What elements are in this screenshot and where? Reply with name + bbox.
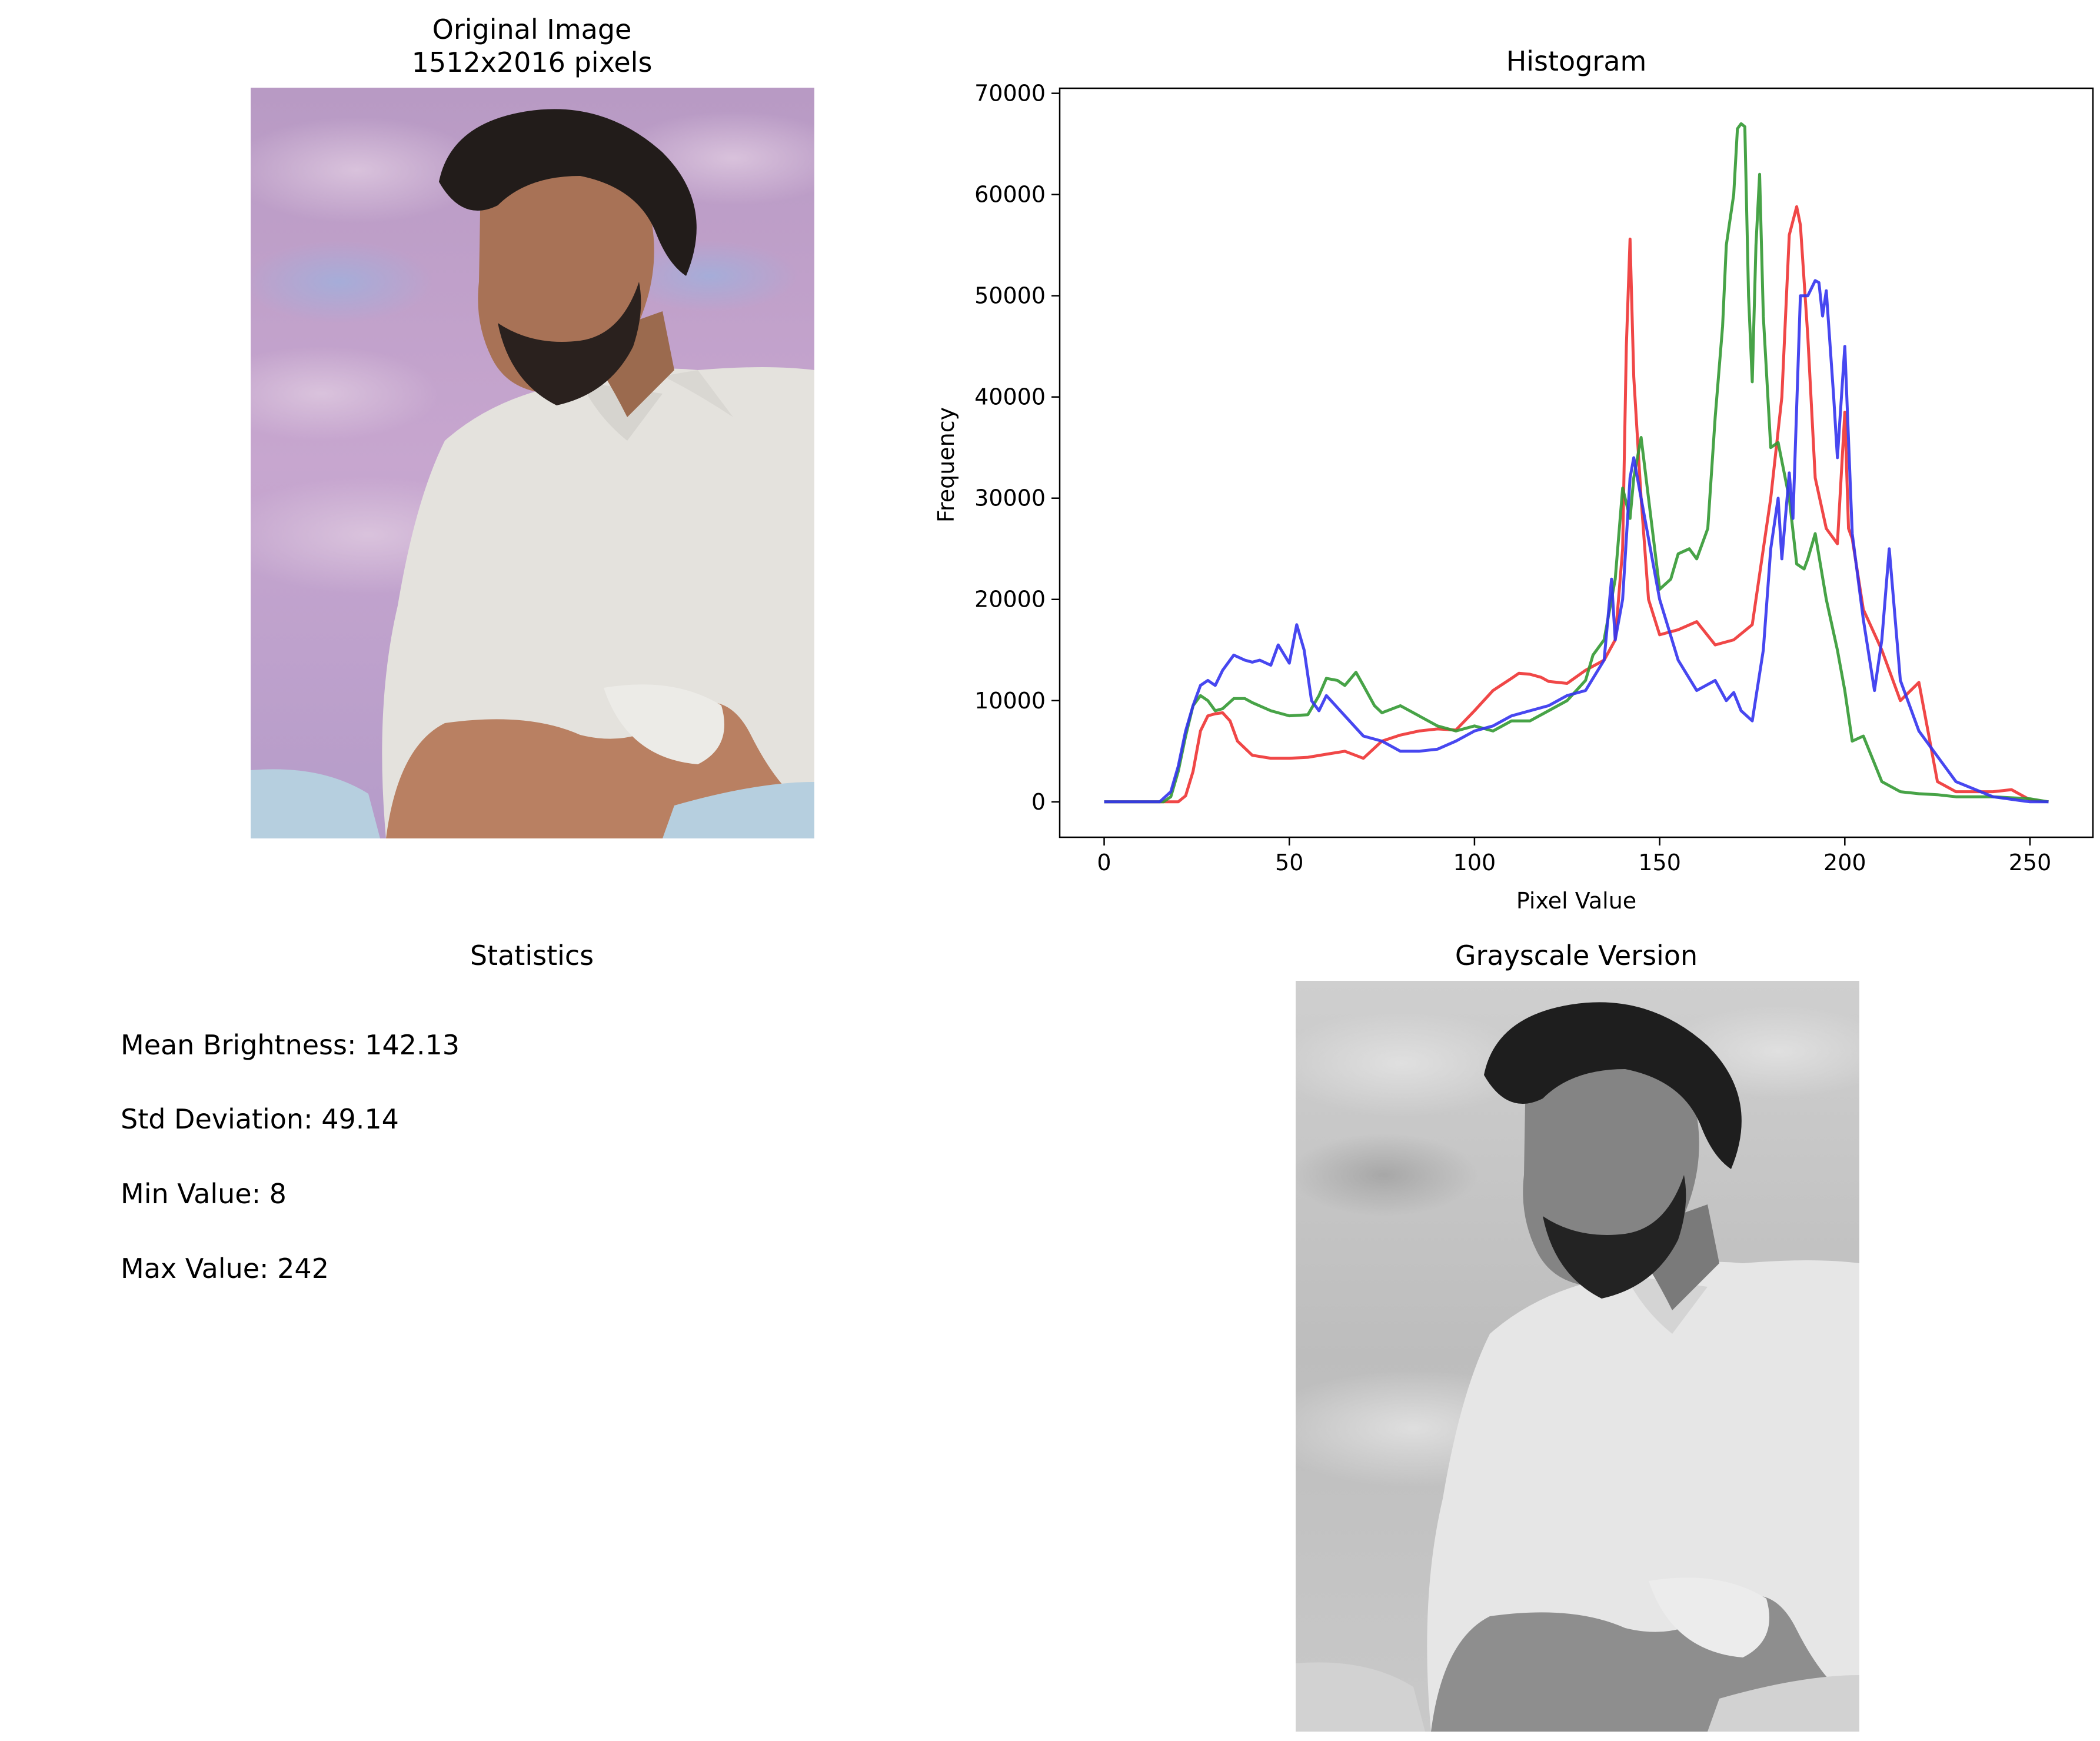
x-tick-label: 50 [1275, 850, 1303, 876]
original-photo-illustration [251, 88, 814, 838]
stat-std-deviation: Std Deviation: 49.14 [121, 1103, 399, 1135]
grayscale-title: Grayscale Version [1455, 940, 1698, 971]
y-tick-label: 60000 [974, 182, 1046, 208]
x-tick-label: 250 [2009, 850, 2052, 876]
grayscale-photo-illustration [1296, 981, 1859, 1732]
grayscale-photo [1296, 981, 1859, 1732]
histogram-line-blue [1104, 279, 2049, 804]
histogram-axes: 0 50 100 150 200 250 0 10000 20000 30000 40000 5000… [974, 81, 2051, 876]
y-tick-label: 50000 [974, 283, 1046, 309]
y-tick-label: 30000 [974, 485, 1046, 511]
histogram-chart: Histogram 0 50 100 150 200 250 0 10000 20000 3000… [933, 45, 2094, 914]
statistics-title: Statistics [470, 940, 594, 971]
y-tick-label: 10000 [974, 688, 1046, 714]
stat-mean-brightness: Mean Brightness: 142.13 [121, 1029, 460, 1061]
plot-frame [1059, 87, 2094, 838]
original-image-title: Original Image 1512x2016 pixels [355, 13, 708, 79]
y-tick-label: 40000 [974, 384, 1046, 410]
stat-min-value: Min Value: 8 [121, 1178, 287, 1210]
x-tick-label: 150 [1638, 850, 1681, 876]
original-image-title-line: Original Image [432, 14, 632, 45]
y-axis-label: Frequency [933, 407, 959, 522]
x-axis-label: Pixel Value [1516, 888, 1636, 914]
y-tick-label: 20000 [974, 587, 1046, 612]
x-tick-label: 200 [1823, 850, 1866, 876]
original-image-dimensions: 1512x2016 pixels [411, 46, 653, 78]
chart-title: Histogram [1506, 45, 1647, 77]
histogram-series-group [1104, 122, 2049, 804]
y-tick-label: 0 [1031, 789, 1046, 815]
histogram-line-red [1104, 205, 2049, 804]
histogram-line-green [1104, 122, 2049, 804]
x-tick-label: 100 [1453, 850, 1496, 876]
stat-max-value: Max Value: 242 [121, 1253, 329, 1284]
x-tick-label: 0 [1097, 850, 1111, 876]
y-tick-label: 70000 [974, 81, 1046, 106]
original-photo [251, 88, 814, 838]
